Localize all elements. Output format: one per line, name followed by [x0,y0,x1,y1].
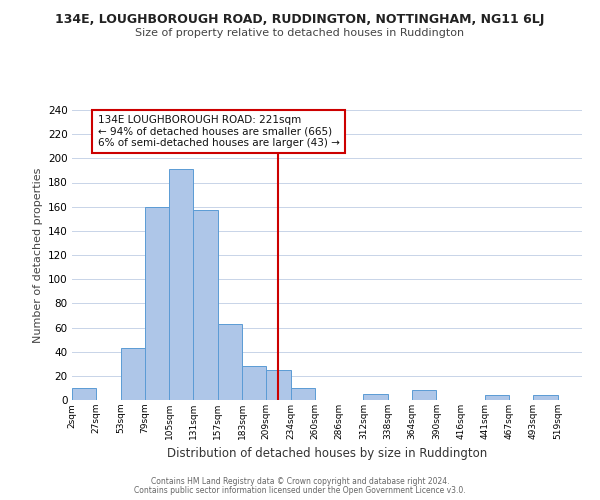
Bar [145,206,169,400]
Text: Contains public sector information licensed under the Open Government Licence v3: Contains public sector information licen… [134,486,466,495]
Bar [72,388,96,400]
Bar [364,394,388,400]
Bar [218,324,242,400]
Text: Distribution of detached houses by size in Ruddington: Distribution of detached houses by size … [167,448,487,460]
Text: 134E, LOUGHBOROUGH ROAD, RUDDINGTON, NOTTINGHAM, NG11 6LJ: 134E, LOUGHBOROUGH ROAD, RUDDINGTON, NOT… [55,12,545,26]
Bar [169,169,193,400]
Bar [266,370,290,400]
Bar [533,395,558,400]
Text: Size of property relative to detached houses in Ruddington: Size of property relative to detached ho… [136,28,464,38]
Bar [412,390,436,400]
Bar [193,210,218,400]
Bar [290,388,315,400]
Bar [121,348,145,400]
Bar [485,395,509,400]
Y-axis label: Number of detached properties: Number of detached properties [32,168,43,342]
Text: Contains HM Land Registry data © Crown copyright and database right 2024.: Contains HM Land Registry data © Crown c… [151,477,449,486]
Text: 134E LOUGHBOROUGH ROAD: 221sqm
← 94% of detached houses are smaller (665)
6% of : 134E LOUGHBOROUGH ROAD: 221sqm ← 94% of … [97,115,340,148]
Bar [242,366,266,400]
